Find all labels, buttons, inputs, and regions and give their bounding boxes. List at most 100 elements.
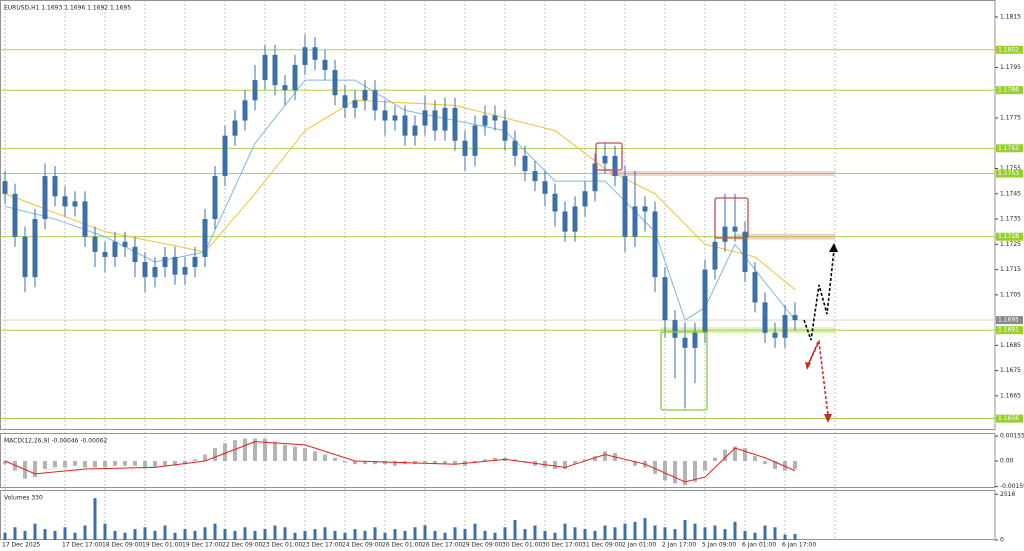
macd-bar: [363, 460, 367, 465]
candle-body: [152, 267, 158, 278]
candle-body: [132, 246, 138, 262]
macd-bar: [453, 460, 457, 465]
last-price-bg: [996, 316, 1023, 325]
candle-body: [52, 176, 58, 197]
candle-body: [72, 201, 78, 207]
macd-bar: [253, 438, 257, 461]
candle-body: [162, 256, 168, 268]
macd-bar: [153, 460, 157, 468]
candle-body: [362, 90, 368, 101]
candle-body: [642, 206, 648, 212]
candle-body: [532, 171, 538, 182]
macd-bar: [703, 460, 707, 471]
volume-bar: [93, 498, 97, 540]
y-tick-label: 1.1745: [1000, 190, 1021, 197]
candle-body: [122, 241, 128, 247]
macd-bar: [143, 460, 147, 468]
macd-bar: [493, 457, 497, 461]
macd-bar: [543, 460, 547, 468]
candle-body: [272, 54, 278, 86]
candle-body: [322, 59, 328, 70]
macd-bar: [203, 454, 207, 461]
volume-bar: [663, 527, 667, 540]
candle-body: [342, 95, 348, 108]
candle-body: [232, 120, 238, 136]
volume-bar: [373, 527, 377, 540]
candle-body: [312, 47, 318, 60]
candle-body: [742, 231, 748, 273]
forecast-up: [803, 249, 835, 341]
volume-bar: [653, 525, 657, 540]
macd-bar: [583, 459, 587, 461]
volume-bar: [793, 534, 797, 540]
y-tick-label: 1.1795: [1000, 64, 1021, 71]
volume-bar: [393, 529, 397, 540]
macd-bar: [553, 460, 557, 470]
candle-body: [282, 85, 288, 91]
level-label: 1.1691: [998, 327, 1019, 334]
y-tick-label: 0.00155: [1000, 433, 1024, 440]
volume-bar: [593, 530, 597, 540]
x-tick-label: 2 Jan 17:00: [662, 542, 696, 549]
x-tick-label: 17 Dec 2025: [2, 542, 41, 549]
x-tick-label: 19 Dec 17:00: [182, 542, 223, 549]
macd-bar: [723, 449, 727, 461]
volume-bar: [453, 527, 457, 540]
last-price-label: 1.1695: [998, 317, 1019, 324]
macd-bar: [313, 451, 317, 461]
macd-bar: [423, 460, 427, 463]
y-tick-label: 1.1675: [1000, 367, 1021, 374]
x-tick-label: 30 Dec 01:00: [502, 542, 543, 549]
volume-bar: [193, 530, 197, 540]
volume-bar: [783, 534, 787, 540]
volume-bar: [533, 525, 537, 540]
y-tick-label: 1.1815: [1000, 13, 1021, 20]
macd-bar: [763, 460, 767, 465]
candle-body: [792, 315, 798, 321]
candle-body: [402, 115, 408, 136]
x-tick-label: 17 Dec 17:00: [62, 542, 103, 549]
candle-body: [252, 80, 258, 101]
macd-bar: [673, 460, 677, 484]
x-tick-label: 26 Dec 17:00: [422, 542, 463, 549]
candle-body: [82, 201, 88, 237]
volume-bar: [643, 518, 647, 540]
candle-body: [182, 267, 188, 275]
candle-body: [32, 219, 38, 278]
candle-body: [462, 140, 468, 156]
volume-bar: [463, 529, 467, 540]
candle-body: [422, 110, 428, 126]
macd-bar: [133, 460, 137, 466]
y-tick-label: 1.1755: [1000, 165, 1021, 172]
volume-bar: [483, 530, 487, 540]
macd-bar: [333, 457, 337, 461]
volume-bar: [213, 523, 217, 540]
candle-body: [512, 140, 518, 156]
candle-body: [782, 315, 788, 338]
support-box: [660, 331, 708, 411]
candle-body: [22, 236, 28, 278]
volume-bar: [583, 529, 587, 540]
candle-body: [712, 241, 718, 270]
volume-bar: [253, 530, 257, 540]
macd-bar: [793, 460, 797, 470]
candle-body: [142, 261, 148, 278]
x-tick-label: 19 Dec 01:00: [142, 542, 183, 549]
candle-body: [602, 155, 608, 164]
volume-bar: [413, 527, 417, 540]
volume-bar: [553, 532, 557, 540]
candle-body: [172, 256, 178, 275]
candle-body: [372, 90, 378, 111]
macd-bar: [113, 460, 117, 466]
candle-body: [102, 251, 108, 257]
macd-bar: [683, 460, 687, 486]
volume-bar: [433, 530, 437, 540]
volume-bar: [203, 527, 207, 540]
candle-body: [522, 155, 528, 172]
macd-bar: [753, 456, 757, 461]
resistance-box: [595, 142, 623, 171]
candle-body: [762, 302, 768, 333]
macd-bar: [623, 460, 627, 462]
volume-bar: [223, 529, 227, 540]
